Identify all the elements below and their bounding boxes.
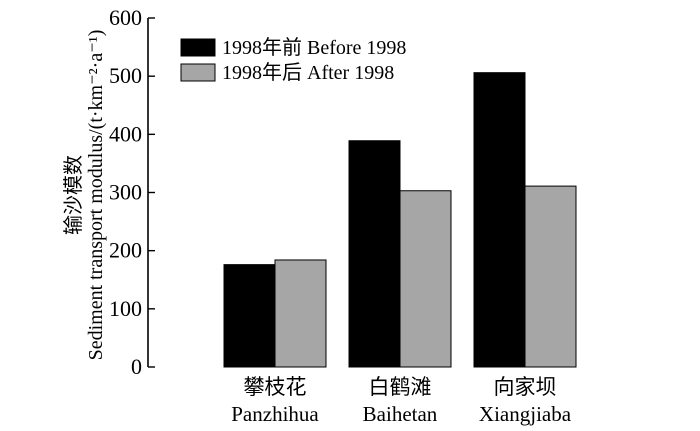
bar-before-panzhihua xyxy=(223,264,276,368)
y-tick-label: 400 xyxy=(109,121,142,146)
y-axis-label-zh: 输沙模数 xyxy=(62,155,85,235)
bar-before-baihetan xyxy=(348,140,401,368)
x-tick-label-en: Baihetan xyxy=(363,402,438,426)
y-tick-label: 300 xyxy=(109,180,142,205)
bars xyxy=(223,72,577,368)
y-tick-label: 100 xyxy=(109,296,142,321)
y-tick-label: 200 xyxy=(109,238,142,263)
bar-after-panzhihua xyxy=(274,259,327,368)
x-tick-label-zh: 攀枝花 xyxy=(244,375,307,399)
y-axis-label: 输沙模数 Sediment transport modulus/(t·km⁻²·… xyxy=(62,30,107,361)
y-tick-label: 600 xyxy=(109,5,142,30)
legend-label-before: 1998年前 Before 1998 xyxy=(222,36,406,59)
y-ticks: 0 100 200 300 400 500 600 xyxy=(109,5,155,379)
x-tick-label-en: Xiangjiaba xyxy=(479,402,572,426)
x-tick-label-en: Panzhihua xyxy=(231,402,319,426)
y-tick-label: 500 xyxy=(109,63,142,88)
legend-swatch-before xyxy=(180,38,216,57)
x-labels: 攀枝花 Panzhihua 白鹤滩 Baihetan 向家坝 Xiangjiaba xyxy=(231,375,571,426)
legend-label-after: 1998年后 After 1998 xyxy=(222,61,394,84)
x-tick-label-zh: 白鹤滩 xyxy=(369,375,432,399)
bar-before-xiangjiaba xyxy=(473,72,526,368)
y-axis-label-en: Sediment transport modulus/(t·km⁻²·a⁻¹) xyxy=(85,30,107,361)
legend: 1998年前 Before 1998 1998年后 After 1998 xyxy=(180,36,406,84)
x-tick-label-zh: 向家坝 xyxy=(494,375,557,399)
bar-after-baihetan xyxy=(399,190,452,368)
bar-after-xiangjiaba xyxy=(524,185,577,368)
legend-swatch-after xyxy=(180,63,216,82)
y-tick-label: 0 xyxy=(131,354,142,379)
